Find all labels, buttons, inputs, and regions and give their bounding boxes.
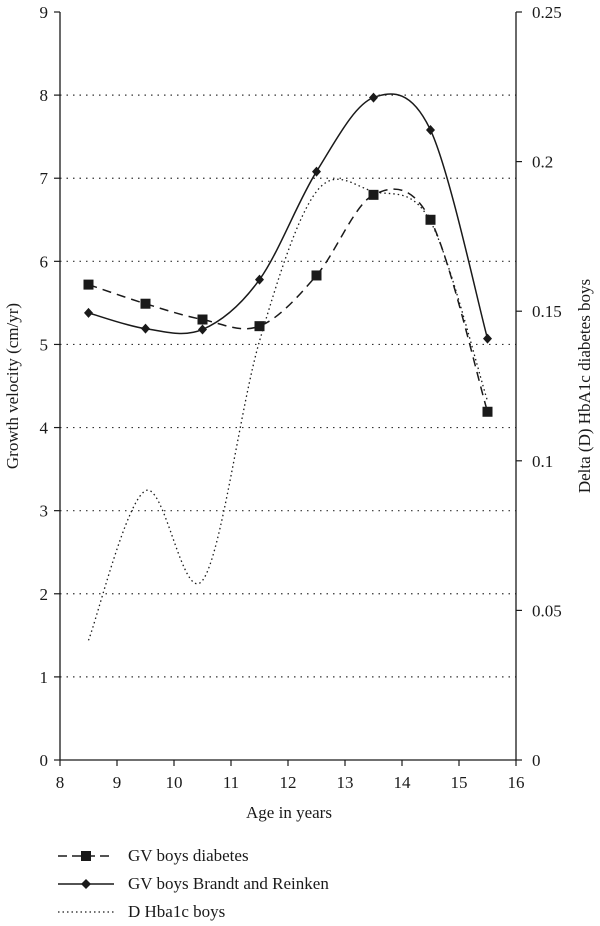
data-point-diamond — [84, 307, 93, 318]
data-point-diamond — [312, 166, 321, 177]
tick-labels: 8 9 10 11 12 13 14 15 16012345678900.050.10.150.… — [40, 3, 562, 792]
data-point-diamond — [255, 274, 264, 285]
x-axis-label: Age in years — [246, 803, 332, 822]
y-tick-label: 5 — [40, 335, 49, 354]
y-tick-label: 9 — [40, 3, 49, 22]
legend-label: GV boys Brandt and Reinken — [128, 874, 329, 893]
data-point-square — [140, 298, 151, 309]
x-tick-label: 15 — [451, 773, 468, 792]
data-point-square — [83, 279, 94, 290]
y-tick-label: 1 — [40, 668, 49, 687]
y2-tick-label: 0.2 — [532, 153, 553, 172]
series-line-gv-boys-brandt-and-reinken — [88, 93, 489, 339]
legend-label: GV boys diabetes — [128, 846, 249, 865]
legend-label: D Hba1c boys — [128, 902, 226, 921]
x-tick-label: 14 — [394, 773, 412, 792]
data-point-diamond — [369, 92, 378, 103]
data-point-square — [425, 214, 436, 225]
y-tick-label: 0 — [40, 751, 49, 770]
y2-axis-label: Delta (D) HbA1c diabetes boys — [575, 279, 594, 493]
y-tick-label: 4 — [40, 419, 49, 438]
series-line-gv-boys-diabetes — [88, 188, 489, 412]
y-tick-label: 3 — [40, 502, 49, 521]
x-tick-label: 12 — [280, 773, 297, 792]
y2-tick-label: 0.15 — [532, 302, 562, 321]
x-tick-label: 16 — [508, 773, 525, 792]
series-layer — [83, 92, 493, 641]
legend: GV boys diabetes GV boys Brandt and Rein… — [56, 842, 329, 926]
data-point-diamond — [141, 323, 150, 334]
legend-swatch-solid-diamond — [58, 879, 114, 889]
y2-tick-label: 0.25 — [532, 3, 562, 22]
x-tick-label: 10 — [166, 773, 183, 792]
data-point-square — [482, 406, 493, 417]
data-point-square — [368, 189, 379, 200]
legend-item-gv-diabetes: GV boys diabetes — [56, 842, 329, 870]
legend-swatch-dashed-square — [58, 851, 114, 861]
y-axis-label: Growth velocity (cm/yr) — [3, 303, 22, 469]
legend-item-d-hba1c: D Hba1c boys — [56, 898, 329, 926]
x-tick-label: 13 — [337, 773, 354, 792]
data-point-square — [197, 314, 208, 325]
y2-tick-label: 0.05 — [532, 601, 562, 620]
y-tick-label: 7 — [40, 169, 49, 188]
y2-tick-label: 0.1 — [532, 452, 553, 471]
x-tick-label: 11 — [223, 773, 239, 792]
gridlines — [60, 94, 516, 678]
data-point-diamond — [198, 324, 207, 335]
x-tick-label: 9 — [113, 773, 122, 792]
y-tick-label: 2 — [40, 585, 49, 604]
data-point-square — [254, 321, 265, 332]
legend-swatch-dotted — [58, 911, 114, 913]
data-point-square — [311, 270, 322, 281]
y2-tick-label: 0 — [532, 751, 541, 770]
data-point-diamond — [483, 333, 492, 344]
x-tick-label: 8 — [56, 773, 65, 792]
series-line-d-hba1c-boys — [87, 178, 489, 641]
y-tick-label: 8 — [40, 86, 49, 105]
axes — [54, 11, 522, 766]
legend-item-gv-brandt-reinken: GV boys Brandt and Reinken — [56, 870, 329, 898]
data-point-diamond — [426, 125, 435, 136]
y-tick-label: 6 — [40, 252, 49, 271]
